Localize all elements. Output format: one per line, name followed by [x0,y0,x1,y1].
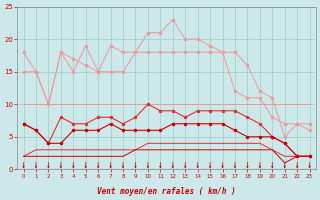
X-axis label: Vent moyen/en rafales ( km/h ): Vent moyen/en rafales ( km/h ) [97,187,236,196]
